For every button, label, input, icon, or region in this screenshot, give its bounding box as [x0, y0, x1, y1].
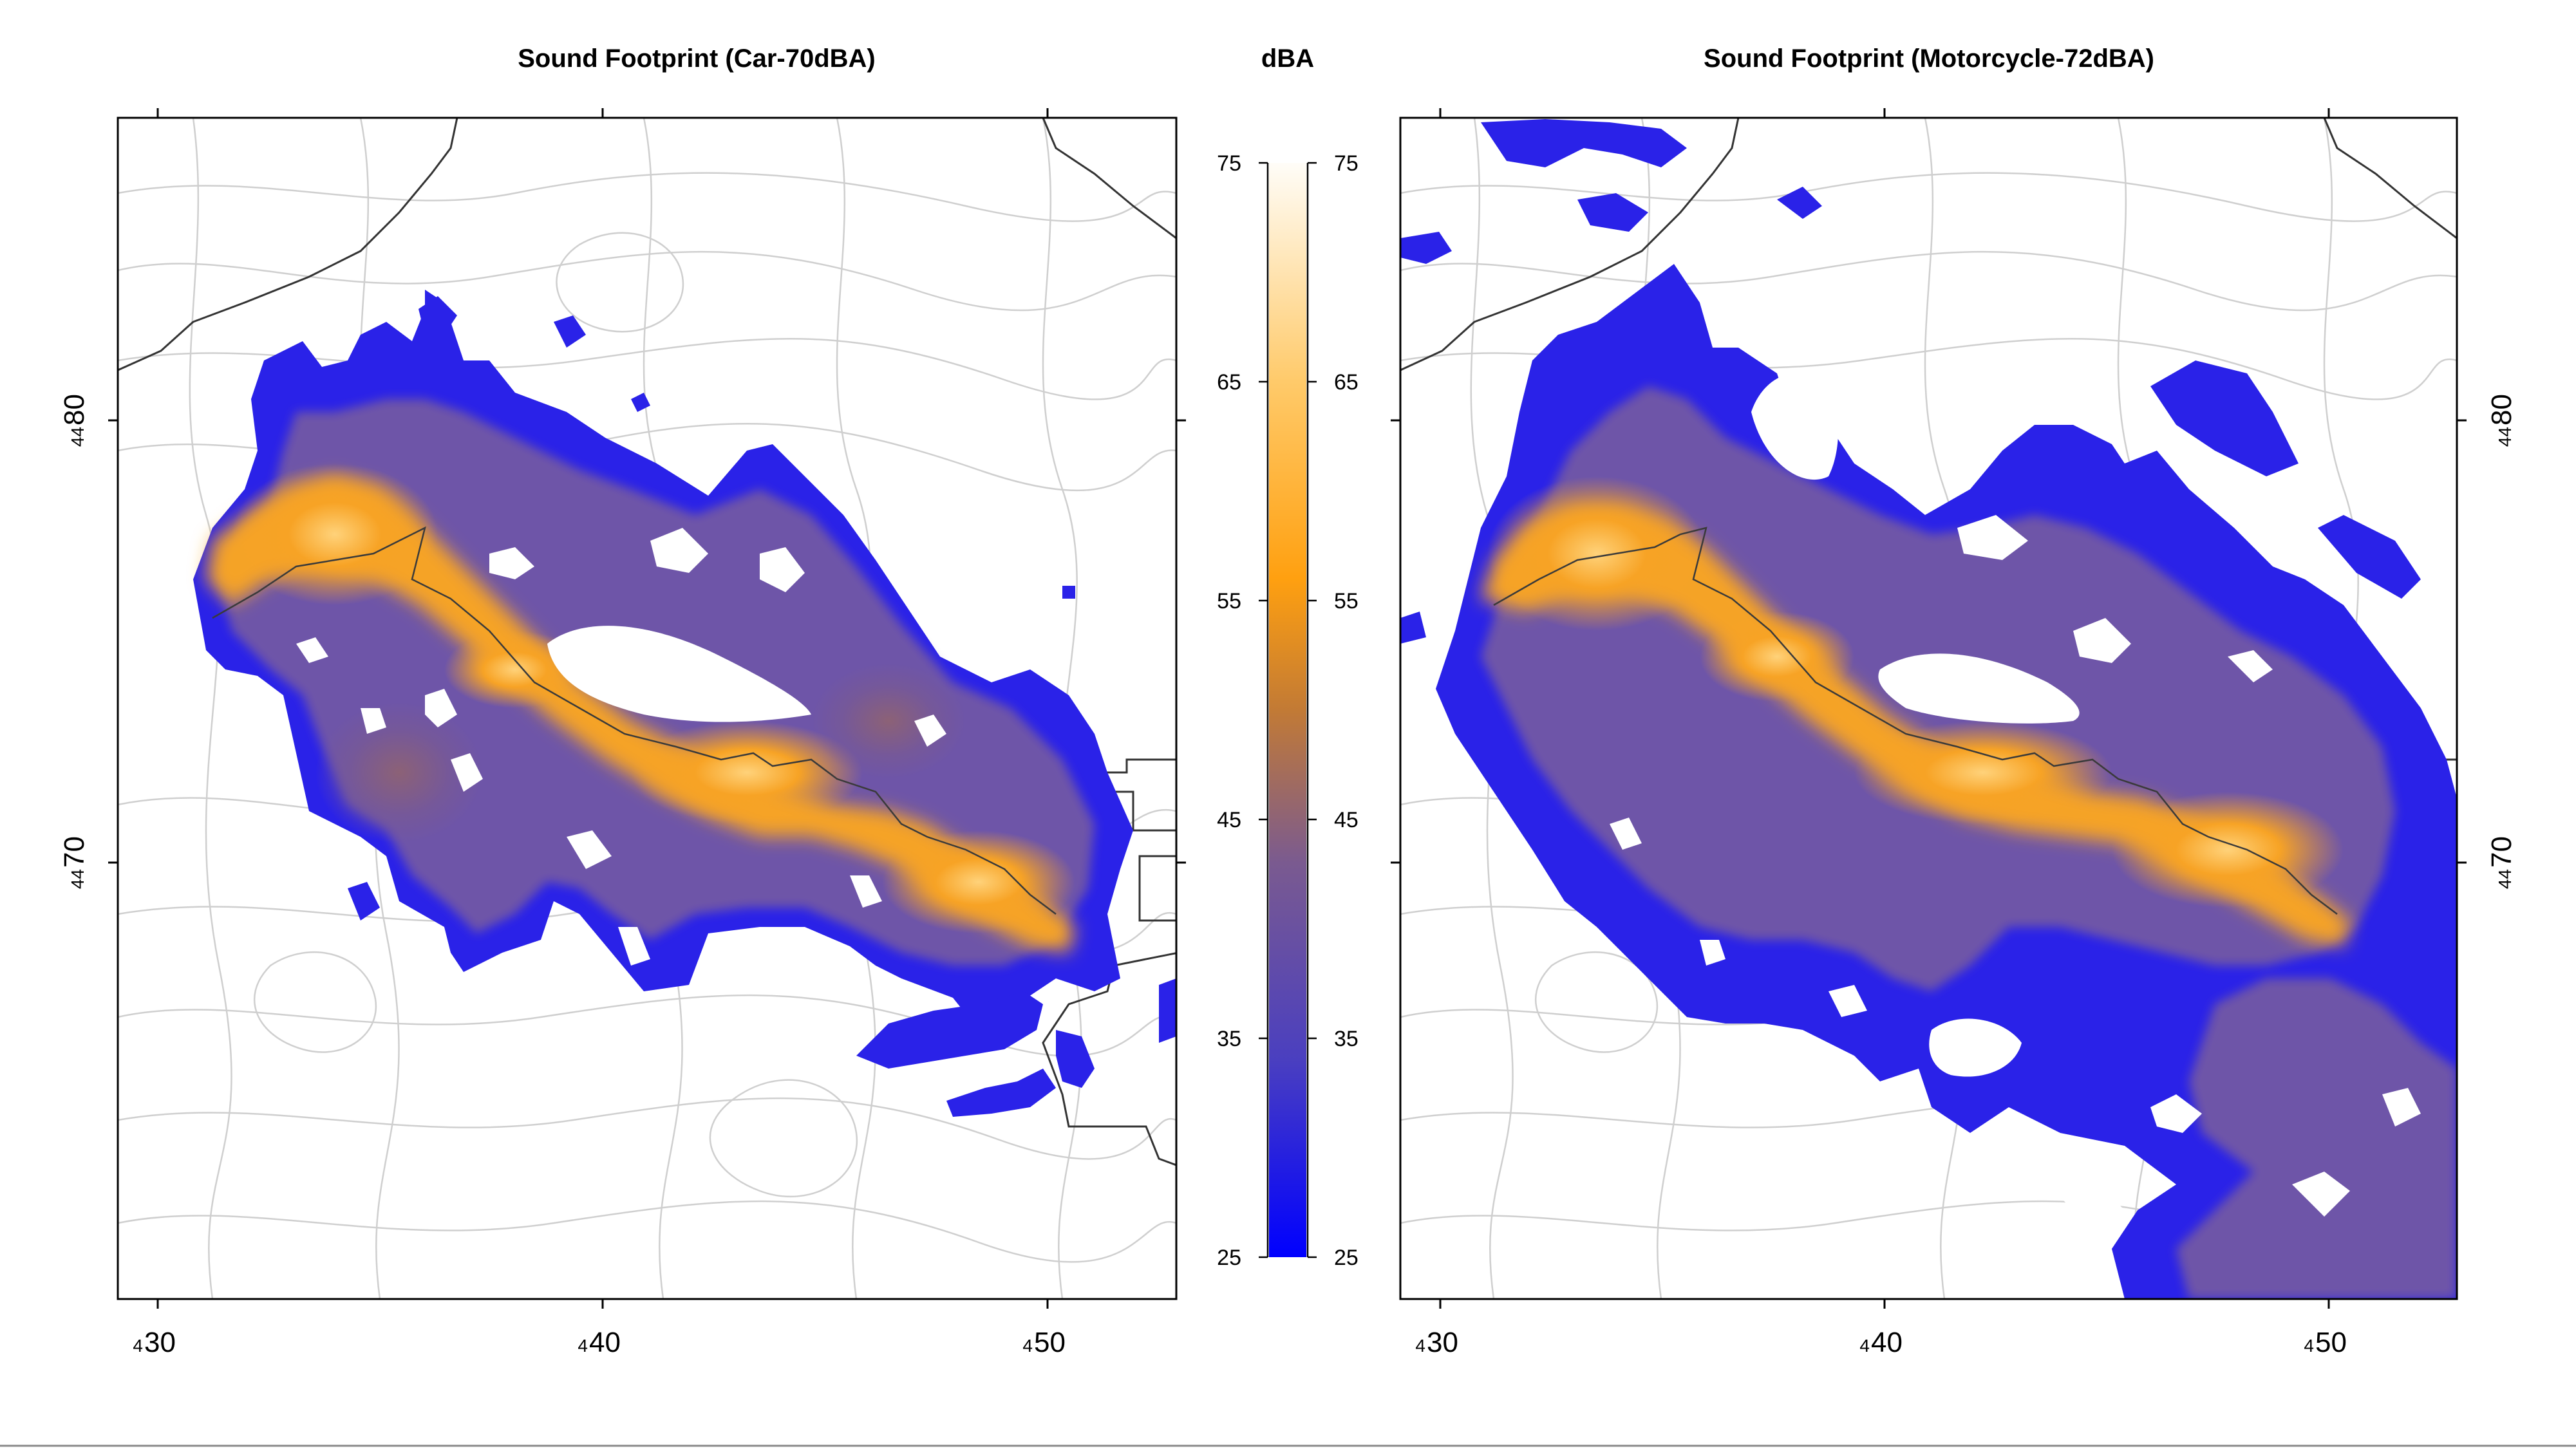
colorbar-gradient	[1269, 163, 1306, 1257]
map-panel-motorcycle: Sound Footprint (Motorcycle-72dBA)	[1391, 44, 2517, 1358]
right-ticks-motorcycle	[2457, 419, 2467, 864]
x-tick-label: 50	[1034, 1327, 1066, 1358]
colorbar-tick-label: 35	[1334, 1027, 1359, 1051]
map-title-motorcycle: Sound Footprint (Motorcycle-72dBA)	[1704, 44, 2154, 73]
map-panel-car: Sound Footprint (Car-70dBA)	[59, 44, 1186, 1358]
map-frame-motorcycle	[1399, 117, 2458, 1300]
colorbar-tick-label: 65	[1217, 370, 1241, 395]
left-ticks-motorcycle	[1391, 419, 1400, 864]
colorbar-tick-label: 75	[1334, 151, 1359, 176]
bottom-ticks-motorcycle	[1439, 1299, 2330, 1309]
x-tick-prefix: 4	[1859, 1336, 1870, 1356]
top-ticks-car	[156, 108, 1049, 118]
road-line	[212, 526, 1057, 915]
colorbar-title: dBA	[1261, 44, 1314, 73]
map-content-car	[118, 118, 1176, 1299]
colorbar-tick-label: 25	[1334, 1246, 1359, 1270]
bottom-ticks-car	[156, 1299, 1049, 1309]
x-tick-prefix: 4	[1415, 1336, 1425, 1356]
colorbar-tick-labels-right: 75 65 55 45 35 25	[1334, 151, 1359, 1270]
colorbar-tick-label: 35	[1217, 1027, 1241, 1051]
y-tick-prefix: 44	[68, 427, 88, 447]
sound-footprint-car	[193, 290, 1176, 1117]
x-tick-prefix: 4	[133, 1336, 143, 1356]
left-ticks-car	[108, 419, 118, 864]
y-tick-label: 70	[59, 836, 90, 868]
x-tick-label: 30	[144, 1327, 176, 1358]
x-tick-prefix: 4	[578, 1336, 588, 1356]
y-tick-labels-car: 44 80 44 70	[59, 394, 90, 889]
map-content-motorcycle	[1400, 118, 2457, 1299]
x-tick-label: 40	[1871, 1327, 1903, 1358]
map-frame-car	[117, 117, 1178, 1300]
colorbar: dBA 75 65 55 45 35 25 75	[1217, 44, 1359, 1270]
colorbar-tick-label: 45	[1334, 808, 1359, 832]
x-tick-prefix: 4	[2304, 1336, 2314, 1356]
y-tick-prefix: 44	[2495, 869, 2515, 889]
right-ticks-car	[1176, 419, 1186, 864]
colorbar-tick-label: 55	[1334, 589, 1359, 613]
y-tick-label: 80	[2486, 394, 2517, 425]
top-ticks-motorcycle	[1439, 108, 2330, 118]
sound-footprint-motorcycle	[1400, 119, 2457, 1299]
colorbar-tick-label: 75	[1217, 151, 1241, 176]
x-tick-prefix: 4	[1022, 1336, 1033, 1356]
x-tick-label: 50	[2315, 1327, 2347, 1358]
y-tick-labels-motorcycle: 44 80 44 70	[2486, 394, 2517, 889]
y-tick-prefix: 44	[68, 869, 88, 889]
y-tick-label: 80	[59, 394, 90, 425]
colorbar-tick-label: 45	[1217, 808, 1241, 832]
colorbar-tick-label: 55	[1217, 589, 1241, 613]
map-title-car: Sound Footprint (Car-70dBA)	[518, 44, 876, 73]
colorbar-tick-labels-left: 75 65 55 45 35 25	[1217, 151, 1241, 1270]
colorbar-tick-label: 65	[1334, 370, 1359, 395]
road-line	[1493, 527, 2338, 915]
colorbar-ticks	[1259, 162, 1317, 1258]
x-tick-labels-car: 4 30 4 40 4 50	[133, 1327, 1066, 1358]
y-tick-prefix: 44	[2495, 427, 2515, 447]
x-tick-labels-motorcycle: 4 30 4 40 4 50	[1415, 1327, 2347, 1358]
x-tick-label: 30	[1427, 1327, 1458, 1358]
y-tick-label: 70	[2486, 836, 2517, 868]
x-tick-label: 40	[589, 1327, 621, 1358]
colorbar-tick-label: 25	[1217, 1246, 1241, 1270]
